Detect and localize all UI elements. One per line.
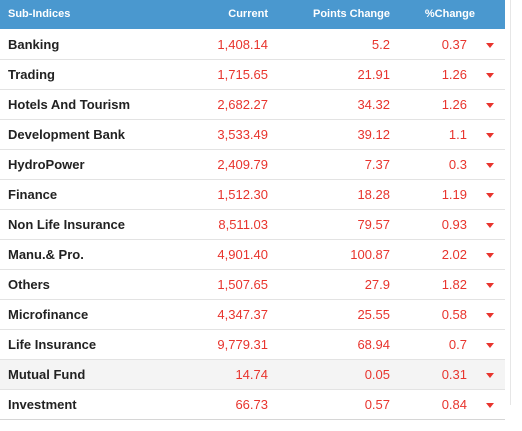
sub-index-name: Trading [8, 67, 55, 82]
column-header-points-change[interactable]: Points Change [312, 8, 390, 20]
pct-change-value: 0.84 [441, 397, 467, 412]
sub-index-name: Non Life Insurance [8, 217, 126, 232]
down-arrow-icon [486, 283, 494, 288]
current-value: 1,507.65 [217, 277, 268, 292]
table-row[interactable]: Banking 1,408.14 5.2 0.37 [0, 30, 505, 60]
sub-index-name: HydroPower [8, 157, 85, 172]
down-arrow-icon [486, 223, 494, 228]
down-arrow-icon [486, 103, 494, 108]
current-value: 1,408.14 [217, 37, 268, 52]
current-value: 1,715.65 [217, 67, 268, 82]
pct-change-value: 1.26 [441, 97, 467, 112]
points-change-value: 100.87 [350, 247, 390, 262]
table-row[interactable]: Non Life Insurance 8,511.03 79.57 0.93 [0, 210, 505, 240]
pct-change-value: 1.19 [441, 187, 467, 202]
table-row[interactable]: Finance 1,512.30 18.28 1.19 [0, 180, 505, 210]
points-change-value: 21.91 [357, 67, 390, 82]
points-change-value: 68.94 [357, 337, 390, 352]
sub-index-name: Others [8, 277, 50, 292]
current-value: 2,409.79 [217, 157, 268, 172]
sub-index-name: Development Bank [8, 127, 126, 142]
current-value: 66.73 [235, 397, 268, 412]
table-row[interactable]: Hotels And Tourism 2,682.27 34.32 1.26 [0, 90, 505, 120]
down-arrow-icon [486, 43, 494, 48]
sub-index-name: Hotels And Tourism [8, 97, 131, 112]
column-header-pct-change[interactable]: %Change [424, 8, 475, 20]
table-row[interactable]: Manu.& Pro. 4,901.40 100.87 2.02 [0, 240, 505, 270]
table-row[interactable]: Trading 1,715.65 21.91 1.26 [0, 60, 505, 90]
pct-change-value: 0.93 [441, 217, 467, 232]
pct-change-value: 0.31 [441, 367, 467, 382]
sub-index-name: Microfinance [8, 307, 89, 322]
current-value: 3,533.49 [217, 127, 268, 142]
sub-index-name: Mutual Fund [8, 367, 86, 382]
points-change-value: 25.55 [357, 307, 390, 322]
sub-index-name: Investment [8, 397, 77, 412]
pct-change-value: 0.37 [441, 37, 467, 52]
pct-change-value: 1.1 [448, 127, 467, 142]
sub-index-name: Finance [8, 187, 58, 202]
pct-change-value: 0.7 [448, 337, 467, 352]
current-value: 1,512.30 [217, 187, 268, 202]
down-arrow-icon [486, 313, 494, 318]
down-arrow-icon [486, 133, 494, 138]
points-change-value: 5.2 [371, 37, 390, 52]
down-arrow-icon [486, 163, 494, 168]
column-header-current[interactable]: Current [228, 8, 268, 20]
points-change-value: 18.28 [357, 187, 390, 202]
table-row[interactable]: Investment 66.73 0.57 0.84 [0, 390, 505, 420]
points-change-value: 34.32 [357, 97, 390, 112]
down-arrow-icon [486, 343, 494, 348]
down-arrow-icon [486, 73, 494, 78]
table-row[interactable]: Microfinance 4,347.37 25.55 0.58 [0, 300, 505, 330]
sub-index-name: Banking [8, 37, 60, 52]
table-row[interactable]: Life Insurance 9,779.31 68.94 0.7 [0, 330, 505, 360]
current-value: 4,347.37 [217, 307, 268, 322]
table-row[interactable]: Mutual Fund 14.74 0.05 0.31 [0, 360, 505, 390]
sub-index-name: Manu.& Pro. [8, 247, 84, 262]
current-value: 8,511.03 [218, 217, 268, 232]
current-value: 9,779.31 [217, 337, 268, 352]
points-change-value: 0.05 [364, 367, 390, 382]
current-value: 4,901.40 [217, 247, 268, 262]
pct-change-value: 2.02 [441, 247, 467, 262]
down-arrow-icon [486, 403, 494, 408]
table-row[interactable]: HydroPower 2,409.79 7.37 0.3 [0, 150, 505, 180]
current-value: 2,682.27 [217, 97, 268, 112]
current-value: 14.74 [235, 367, 268, 382]
sub-indices-table: Sub-Indices Current Points Change %Chang… [0, 0, 505, 420]
table-row[interactable]: Others 1,507.65 27.9 1.82 [0, 270, 505, 300]
points-change-value: 0.57 [364, 397, 390, 412]
pct-change-value: 1.82 [441, 277, 467, 292]
pct-change-value: 0.58 [441, 307, 467, 322]
down-arrow-icon [486, 373, 494, 378]
pct-change-value: 1.26 [441, 67, 467, 82]
points-change-value: 27.9 [364, 277, 390, 292]
column-header-sub-indices[interactable]: Sub-Indices [8, 8, 71, 20]
table-right-border [510, 0, 511, 405]
points-change-value: 7.37 [364, 157, 390, 172]
down-arrow-icon [486, 253, 494, 258]
table-row[interactable]: Development Bank 3,533.49 39.12 1.1 [0, 120, 505, 150]
pct-change-value: 0.3 [448, 157, 467, 172]
points-change-value: 39.12 [357, 127, 390, 142]
sub-index-name: Life Insurance [8, 337, 97, 352]
down-arrow-icon [486, 193, 494, 198]
points-change-value: 79.57 [357, 217, 390, 232]
table-header: Sub-Indices Current Points Change %Chang… [0, 0, 505, 30]
